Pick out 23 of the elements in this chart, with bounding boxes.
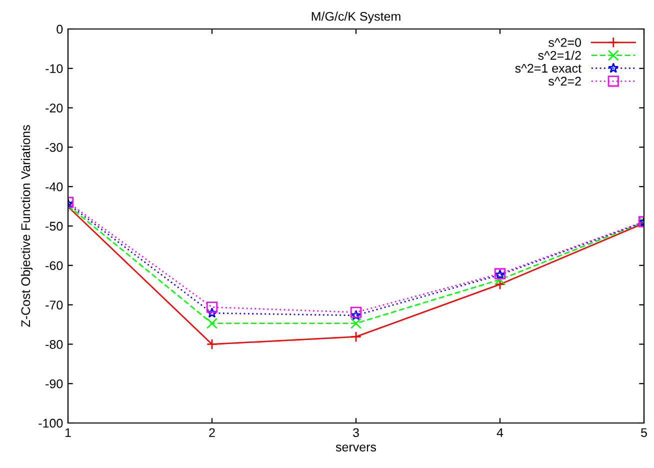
y-axis-title: Z-Cost Objective Function Variations bbox=[20, 125, 33, 327]
legend-label: s^2=1/2 bbox=[538, 50, 581, 60]
y-tick-label: -40 bbox=[46, 182, 63, 192]
y-tick-label: -60 bbox=[46, 261, 63, 270]
y-tick-label: -100 bbox=[38, 418, 63, 428]
x-tick-label: 3 bbox=[353, 428, 359, 438]
y-tick-label: 0 bbox=[56, 24, 63, 34]
x-tick-label: 5 bbox=[641, 428, 647, 438]
y-tick-label: -20 bbox=[46, 104, 63, 112]
y-tick-label: -90 bbox=[46, 379, 63, 388]
x-tick-label: 1 bbox=[65, 428, 71, 437]
y-tick-label: -50 bbox=[46, 222, 63, 231]
x-axis-title: servers bbox=[336, 444, 376, 452]
y-tick-label: -80 bbox=[46, 340, 63, 349]
y-tick-label: -10 bbox=[46, 64, 63, 74]
y-tick-label: -70 bbox=[46, 300, 63, 310]
y-tick-label: -30 bbox=[46, 143, 63, 152]
legend-label: s^2=0 bbox=[548, 38, 582, 47]
legend-label: s^2=1 exact bbox=[515, 64, 582, 73]
x-tick-label: 2 bbox=[209, 428, 215, 437]
legend-label: s^2=2 bbox=[548, 76, 581, 86]
x-tick-label: 4 bbox=[496, 428, 504, 437]
chart-title: M/G/c/K System bbox=[312, 12, 400, 24]
